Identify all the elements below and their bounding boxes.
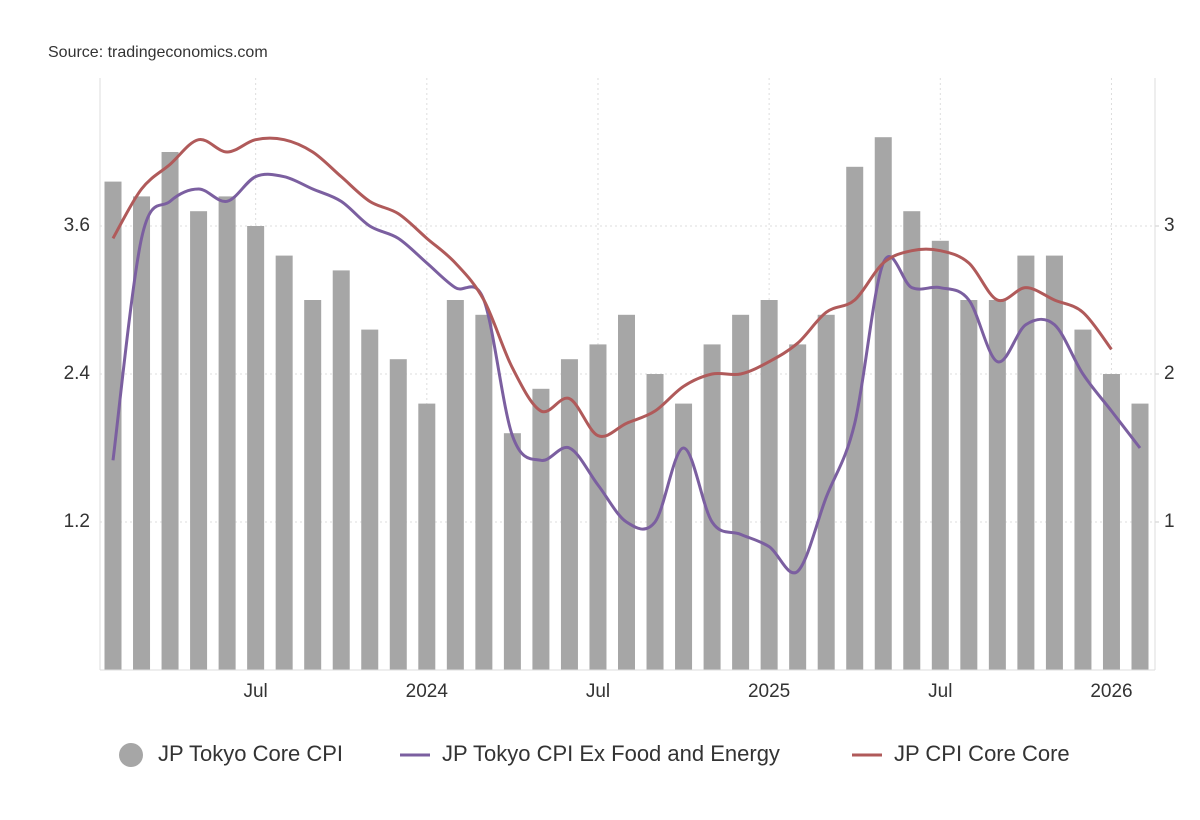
bar (1017, 255, 1035, 670)
bar (1045, 255, 1063, 670)
bar (960, 300, 978, 670)
y2-tick-label: 2 (1164, 363, 1175, 384)
bar (418, 403, 436, 670)
bar (560, 359, 578, 670)
bar (903, 211, 921, 670)
y2-tick-label: 1 (1164, 511, 1175, 532)
bar (589, 344, 607, 670)
bar (446, 300, 464, 670)
bar (1102, 374, 1120, 670)
line-series (111, 136, 1113, 438)
bar (532, 388, 550, 670)
y-tick-label: 2.4 (64, 363, 91, 384)
legend-label: JP Tokyo CPI Ex Food and Energy (442, 741, 780, 766)
legend-label: JP CPI Core Core (894, 741, 1070, 766)
line-series (111, 172, 1142, 575)
bar (931, 240, 949, 671)
bar (874, 137, 892, 670)
bar (1074, 329, 1092, 670)
x-tick-label: Jul (243, 681, 267, 702)
bar (1131, 403, 1149, 670)
bar (817, 314, 835, 670)
bar (618, 314, 635, 670)
bar (304, 300, 322, 670)
bar (104, 181, 122, 670)
x-tick-label: Jul (586, 681, 610, 702)
bar (988, 300, 1006, 670)
bar (475, 314, 493, 670)
y-tick-label: 3.6 (64, 215, 90, 236)
bar (275, 255, 293, 670)
bar (760, 300, 778, 670)
bar (503, 433, 521, 670)
bar (161, 152, 179, 670)
bar (133, 196, 151, 670)
bar (675, 403, 693, 670)
bar (789, 344, 807, 670)
legend-label: JP Tokyo Core CPI (158, 741, 343, 766)
bar (732, 314, 750, 670)
bar (247, 226, 265, 670)
bar (389, 359, 407, 670)
bar (332, 270, 350, 670)
bar (190, 211, 208, 670)
x-tick-label: 2024 (406, 681, 449, 702)
x-tick-label: 2026 (1090, 681, 1132, 702)
x-tick-label: Jul (928, 681, 952, 702)
bar (218, 196, 236, 670)
source-note: Source: tradingeconomics.com (48, 44, 268, 61)
bar (703, 344, 721, 670)
y2-tick-label: 3 (1164, 215, 1175, 236)
legend-swatch (119, 743, 143, 767)
bar (361, 329, 379, 670)
y-tick-label: 1.2 (64, 511, 90, 532)
x-tick-label: 2025 (748, 681, 790, 702)
